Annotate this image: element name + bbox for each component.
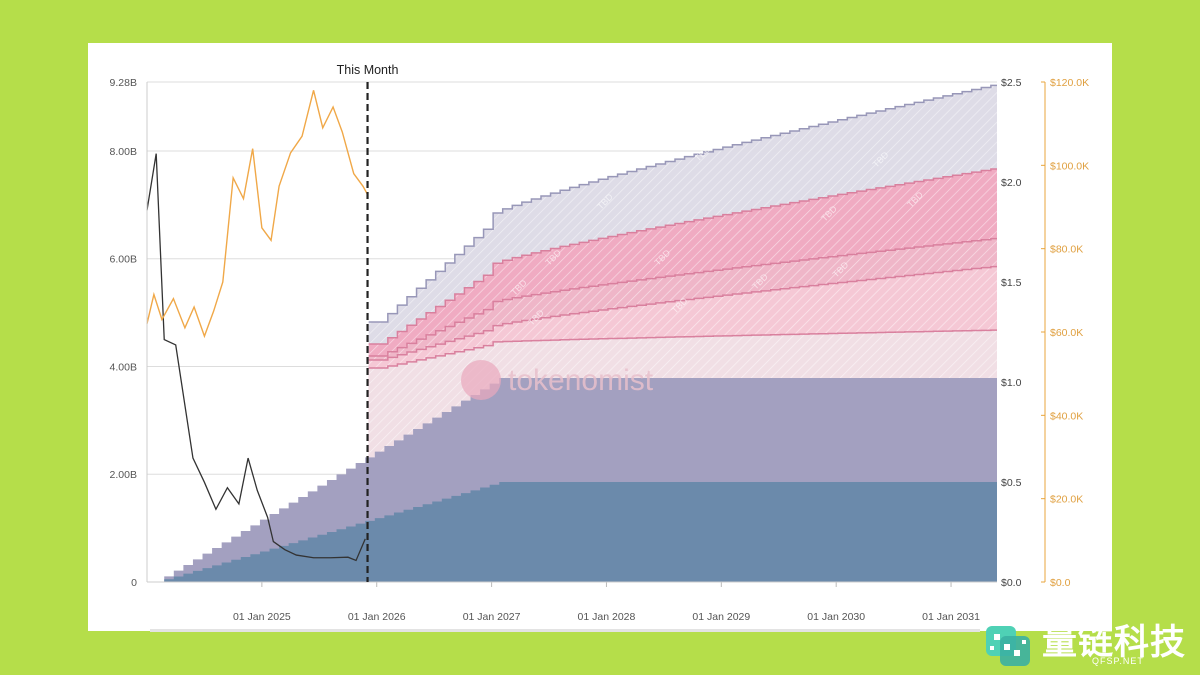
card-bottom-strip (150, 629, 980, 632)
tbd-area-edge (368, 168, 997, 345)
price-axis-tick: $80.0K (1050, 244, 1083, 256)
axes: 0 2.00B 4.00B 6.00B 8.00B 9.28B $0.0 $0.5 $1.0 $1… (110, 77, 1090, 623)
unlock-areas (164, 84, 997, 583)
tbd-area-edge (368, 265, 997, 361)
price-axis-tick: $0.0 (1050, 577, 1071, 589)
price-axis-tick: $60.0K (1050, 327, 1083, 339)
price-line (146, 90, 369, 339)
brand-logo: 量链科技 QFSP.NET (980, 612, 1200, 675)
tbd-area-edge (368, 84, 997, 323)
left-axis-tick: 9.28B (110, 77, 137, 89)
price-axis-tick: $20.0K (1050, 494, 1083, 506)
left-axis-tick: 0 (131, 577, 137, 589)
right-axis-tick: $2.0 (1001, 177, 1022, 189)
brand-subtitle: QFSP.NET (1092, 656, 1144, 666)
unlock-area-a (164, 482, 997, 582)
x-axis-tick: 01 Jan 2031 (922, 611, 980, 623)
series-lines (146, 90, 369, 562)
x-axis-tick: 01 Jan 2029 (692, 611, 750, 623)
market-cap-line (146, 153, 366, 562)
left-axis-tick: 6.00B (110, 254, 137, 266)
brand-title: 量链科技 (1042, 623, 1187, 663)
tbd-area-edge (368, 237, 997, 357)
x-axis-tick: 01 Jan 2026 (348, 611, 406, 623)
watermark-text: tokenomist (508, 364, 654, 397)
right-axis-tick: $0.5 (1001, 477, 1022, 489)
this-month-marker: This Month (337, 63, 399, 582)
watermark-logo-icon (461, 360, 501, 400)
left-axis-tick: 4.00B (110, 361, 137, 373)
right-axis-tick: $1.5 (1001, 277, 1022, 289)
this-month-label: This Month (337, 63, 399, 77)
right-axis-tick: $0.0 (1001, 577, 1022, 589)
tokenomist-watermark: tokenomist (461, 360, 654, 400)
right-axis-tick: $2.5 (1001, 77, 1022, 89)
x-axis-tick: 01 Jan 2030 (807, 611, 865, 623)
right-axis-tick: $1.0 (1001, 377, 1022, 389)
brand-logo-icon (986, 626, 1030, 666)
price-axis-tick: $100.0K (1050, 160, 1089, 172)
left-axis-tick: 8.00B (110, 146, 137, 158)
x-axis-tick: 01 Jan 2027 (463, 611, 521, 623)
x-axis-tick: 01 Jan 2028 (578, 611, 636, 623)
left-axis-tick: 2.00B (110, 469, 137, 481)
tbd-area-edge (368, 329, 997, 369)
price-axis-tick: $120.0K (1050, 77, 1089, 89)
price-axis-tick: $40.0K (1050, 410, 1083, 422)
x-axis-tick: 01 Jan 2025 (233, 611, 291, 623)
